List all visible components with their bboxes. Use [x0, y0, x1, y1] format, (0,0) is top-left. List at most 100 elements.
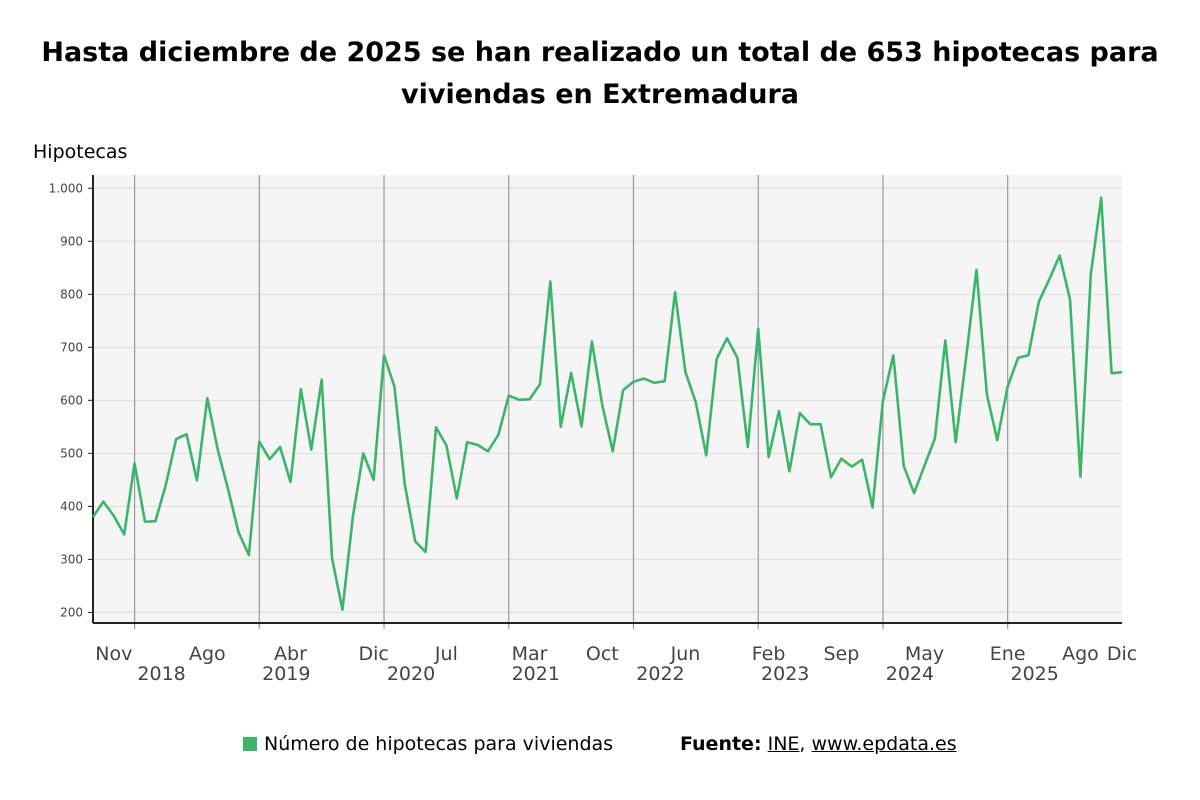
data-point[interactable]: 550 — [557, 423, 565, 431]
data-point[interactable]: 446 — [286, 478, 294, 486]
data-point[interactable]: 527 — [172, 435, 180, 443]
data-point[interactable]: 576 — [796, 409, 804, 417]
data-point[interactable]: 371 — [141, 518, 149, 526]
data-point[interactable]: 535 — [494, 431, 502, 439]
data-point[interactable]: 440 — [162, 481, 170, 489]
legend[interactable]: Número de hipotecas para viviendas — [243, 733, 613, 755]
data-point[interactable]: 873 — [1056, 252, 1064, 260]
data-point[interactable]: 641 — [640, 375, 648, 383]
data-point[interactable]: 790 — [1066, 296, 1074, 304]
data-point[interactable]: 477 — [921, 462, 929, 470]
data-point[interactable]: 432 — [224, 485, 232, 493]
data-point[interactable]: 398 — [869, 503, 877, 511]
data-point[interactable]: 630 — [536, 380, 544, 388]
data-point[interactable]: 602 — [526, 395, 534, 403]
data-point[interactable]: 601 — [515, 396, 523, 404]
data-point[interactable]: 652 — [567, 369, 575, 377]
data-point[interactable]: 372 — [151, 517, 159, 525]
data-point[interactable]: 504 — [609, 447, 617, 455]
data-point[interactable]: 591 — [598, 401, 606, 409]
data-point[interactable]: 549 — [432, 423, 440, 431]
data-point[interactable]: 522 — [255, 438, 263, 446]
data-point[interactable]: 680 — [1014, 354, 1022, 362]
source-site-link[interactable]: www.epdata.es — [811, 733, 957, 755]
data-point[interactable]: 685 — [889, 351, 897, 359]
data-point[interactable]: 685 — [1024, 351, 1032, 359]
data-point[interactable]: 415 — [453, 494, 461, 502]
data-point[interactable]: 786 — [1035, 298, 1043, 306]
data-point[interactable]: 205 — [338, 606, 346, 614]
data-point[interactable]: 680 — [733, 354, 741, 362]
data-point[interactable]: 515 — [442, 441, 450, 449]
data-point[interactable]: 555 — [817, 420, 825, 428]
data-point[interactable]: 490 — [837, 455, 845, 463]
data-point[interactable]: 476 — [900, 462, 908, 470]
data-point[interactable]: 735 — [754, 325, 762, 333]
data-point[interactable]: 685 — [380, 351, 388, 359]
data-point[interactable]: 639 — [318, 376, 326, 384]
data-point[interactable]: 626 — [1004, 383, 1012, 391]
data-point[interactable]: 493 — [765, 453, 773, 461]
data-point[interactable]: 619 — [619, 386, 627, 394]
data-point[interactable]: 380 — [89, 513, 97, 521]
data-point[interactable]: 611 — [983, 390, 991, 398]
data-point[interactable]: 621 — [297, 385, 305, 393]
data-point[interactable]: 507 — [307, 446, 315, 454]
data-point[interactable]: 450 — [370, 476, 378, 484]
data-point[interactable]: 488 — [858, 456, 866, 464]
data-point[interactable]: 314 — [422, 548, 430, 556]
source-org-link[interactable]: INE — [767, 733, 800, 755]
data-point[interactable]: 512 — [276, 443, 284, 451]
data-point[interactable]: 713 — [941, 336, 949, 344]
data-point[interactable]: 636 — [661, 377, 669, 385]
data-point[interactable]: 551 — [578, 422, 586, 430]
data-point[interactable]: 455 — [827, 473, 835, 481]
data-point[interactable]: 525 — [993, 436, 1001, 444]
data-point[interactable]: 633 — [650, 379, 658, 387]
data-point[interactable]: 828 — [1045, 275, 1053, 283]
data-point[interactable]: 846 — [972, 266, 980, 274]
data-point[interactable]: 496 — [702, 451, 710, 459]
data-point[interactable]: 380 — [349, 513, 357, 521]
data-point[interactable]: 824 — [546, 278, 554, 286]
data-point[interactable]: 466 — [785, 467, 793, 475]
data-point[interactable]: 507 — [214, 446, 222, 454]
data-point[interactable]: 425 — [910, 489, 918, 497]
data-point[interactable]: 334 — [411, 537, 419, 545]
data-point[interactable]: 516 — [474, 441, 482, 449]
data-point[interactable]: 555 — [806, 420, 814, 428]
data-point[interactable]: 711 — [588, 337, 596, 345]
data-point[interactable]: 609 — [505, 392, 513, 400]
data-point[interactable]: 475 — [848, 463, 856, 471]
data-point[interactable]: 347 — [120, 530, 128, 538]
data-point[interactable]: 409 — [99, 498, 107, 506]
data-point[interactable]: 580 — [775, 407, 783, 415]
data-point[interactable]: 528 — [931, 434, 939, 442]
data-point[interactable]: 678 — [713, 355, 721, 363]
data-point[interactable]: 481 — [131, 459, 139, 467]
data-point[interactable]: 599 — [879, 397, 887, 405]
data-point[interactable]: 536 — [183, 430, 191, 438]
data-point[interactable]: 382 — [110, 512, 118, 520]
data-point[interactable]: 838 — [1087, 270, 1095, 278]
data-point[interactable]: 626 — [390, 383, 398, 391]
data-point[interactable]: 651 — [1108, 369, 1116, 377]
data-point[interactable]: 441 — [401, 481, 409, 489]
data-point[interactable]: 635 — [629, 378, 637, 386]
data-point[interactable]: 982 — [1097, 194, 1105, 202]
data-point[interactable]: 680 — [962, 354, 970, 362]
data-point[interactable]: 521 — [952, 438, 960, 446]
data-point[interactable]: 500 — [359, 449, 367, 457]
data-point[interactable]: 449 — [193, 476, 201, 484]
data-point[interactable]: 456 — [1076, 473, 1084, 481]
data-point[interactable]: 489 — [266, 455, 274, 463]
data-point[interactable]: 653 — [681, 368, 689, 376]
data-point[interactable]: 504 — [484, 447, 492, 455]
data-point[interactable]: 351 — [235, 528, 243, 536]
data-point[interactable]: 653 — [1118, 368, 1126, 376]
data-point[interactable]: 604 — [203, 394, 211, 402]
data-point[interactable]: 512 — [744, 443, 752, 451]
data-point[interactable]: 302 — [328, 554, 336, 562]
data-point[interactable]: 717 — [723, 334, 731, 342]
data-point[interactable]: 521 — [463, 438, 471, 446]
